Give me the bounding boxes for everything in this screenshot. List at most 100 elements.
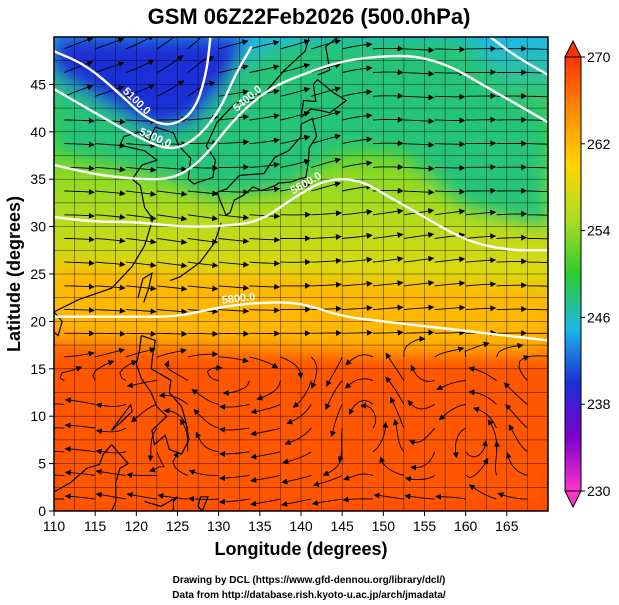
streamline: [59, 365, 83, 381]
streamline: [403, 335, 426, 357]
streamline: [125, 238, 157, 245]
x-tick-label: 160: [454, 518, 478, 534]
streamline: [95, 237, 126, 244]
streamline: [342, 305, 373, 311]
streamline: [64, 117, 95, 124]
streamline: [379, 456, 405, 476]
streamline: [126, 380, 157, 389]
streamline: [64, 189, 95, 195]
x-tick-label: 110: [43, 518, 66, 534]
streamline: [249, 137, 280, 145]
streamline: [281, 498, 312, 507]
streamline: [95, 142, 126, 149]
streamline: [64, 397, 96, 405]
streamline: [434, 280, 466, 287]
streamline: [403, 70, 435, 77]
streamline: [372, 421, 389, 453]
x-axis-label: Longitude (degrees): [214, 539, 387, 559]
streamline: [372, 116, 404, 123]
coastline: [54, 311, 63, 337]
streamline: [434, 329, 466, 336]
streamline: [527, 285, 548, 287]
streamline: [434, 141, 466, 148]
streamline: [187, 37, 202, 50]
streamline: [172, 451, 188, 476]
streamline: [435, 493, 466, 500]
streamline: [156, 80, 185, 97]
streamline: [372, 256, 404, 263]
streamline: [218, 284, 250, 291]
streamline: [95, 448, 127, 455]
streamline: [410, 451, 436, 471]
streamline: [64, 422, 96, 429]
streamline: [407, 399, 436, 410]
colorbar: 230 238 246 254 262 270: [564, 39, 611, 509]
streamline: [188, 469, 219, 476]
streamline: [193, 408, 219, 429]
streamline: [64, 212, 95, 219]
streamline: [372, 92, 404, 99]
streamline: [373, 492, 404, 500]
streamline: [95, 61, 125, 73]
streamline: [527, 261, 548, 263]
streamline: [434, 164, 466, 171]
y-tick-label: 10: [30, 408, 46, 424]
y-axis: 0 5 10 15 20 25 30 35 40 45: [30, 76, 54, 519]
streamline: [508, 424, 528, 453]
coastline: [111, 403, 133, 431]
streamline: [281, 474, 312, 485]
streamline: [64, 446, 96, 453]
streamline: [280, 63, 311, 73]
streamline: [403, 118, 435, 125]
credit-data: Data from http://database.rish.kyoto-u.a…: [172, 590, 446, 601]
streamline: [311, 281, 342, 288]
streamline: [465, 209, 497, 216]
streamline: [156, 285, 188, 292]
x-tick-label: 135: [248, 518, 272, 534]
streamline: [156, 214, 188, 222]
streamline: [219, 498, 250, 505]
streamline: [95, 347, 126, 358]
coastline: [135, 335, 190, 455]
streamline: [372, 329, 404, 336]
streamline: [468, 366, 497, 381]
streamline: [465, 440, 488, 458]
streamline: [249, 356, 279, 369]
streamline: [404, 475, 436, 482]
streamline: [218, 164, 250, 171]
y-tick-label: 15: [30, 361, 46, 377]
streamline: [342, 256, 373, 263]
streamline: [403, 46, 435, 53]
streamline: [527, 355, 548, 358]
streamline: [95, 468, 127, 476]
y-tick-label: 0: [38, 503, 46, 519]
contour-label: 5800.0: [221, 291, 256, 307]
streamline: [191, 389, 219, 405]
streamline: [282, 451, 312, 465]
streamline: [218, 64, 249, 73]
streamline: [54, 498, 65, 500]
streamline: [250, 498, 281, 507]
streamline: [311, 157, 342, 168]
streamline: [187, 238, 219, 245]
streamline: [452, 427, 466, 459]
streamline: [372, 208, 404, 216]
streamline: [187, 80, 216, 97]
streamline: [219, 403, 250, 411]
streamline: [403, 329, 435, 336]
streamline: [187, 214, 219, 222]
streamline: [497, 492, 528, 500]
streamline: [250, 451, 281, 460]
streamline: [249, 186, 281, 193]
streamline: [342, 496, 374, 503]
y-axis-label: Latitude (degrees): [4, 196, 24, 352]
streamline: [434, 256, 466, 263]
y-tick-label: 40: [30, 124, 46, 140]
coastline: [137, 271, 153, 303]
coastline: [300, 78, 348, 119]
credit-drawing: Drawing by DCL (https://www.gfd-dennou.o…: [173, 575, 446, 586]
streamline: [156, 238, 188, 245]
streamline: [156, 190, 188, 197]
coastline: [317, 37, 339, 76]
